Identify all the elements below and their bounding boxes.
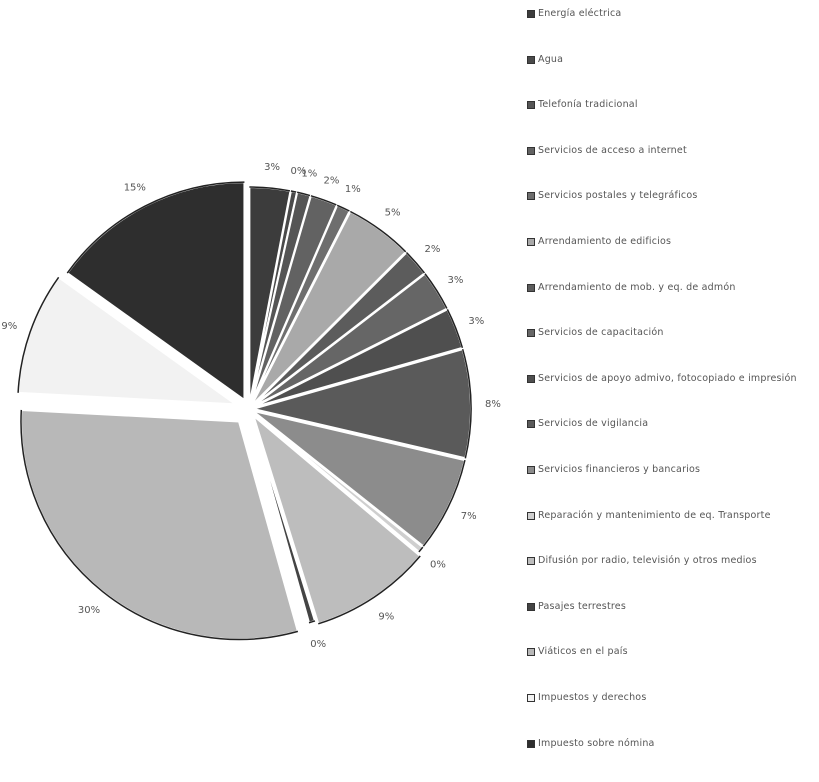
legend-swatch xyxy=(527,602,535,611)
legend-item: Servicios postales y telegráficos xyxy=(527,190,817,202)
legend-swatch xyxy=(527,466,535,474)
pie-slice-outline xyxy=(461,348,472,459)
legend-label: Servicios financieros y bancarios xyxy=(538,464,701,475)
legend-swatch xyxy=(527,146,535,155)
legend-item: Arrendamiento de edificios xyxy=(527,236,817,248)
legend-swatch xyxy=(527,101,535,110)
pie-slice-outline xyxy=(17,276,60,393)
pie-slice xyxy=(20,408,300,641)
legend-item: Energía eléctrica xyxy=(527,8,817,20)
pie-slice-outline xyxy=(20,409,299,641)
pie-percent-label: 8% xyxy=(485,399,501,410)
pie-percent-label: 5% xyxy=(385,208,401,219)
pie-slice-outline xyxy=(318,555,421,625)
legend-item: Telefonía tradicional xyxy=(527,99,817,111)
pie-percent-label: 0% xyxy=(430,559,446,570)
legend-swatch xyxy=(527,557,535,566)
legend-label: Energía eléctrica xyxy=(538,8,622,19)
pie-slice-outline xyxy=(308,620,316,624)
legend-item: Pasajes terrestres xyxy=(527,601,817,613)
legend-label: Reparación y mantenimiento de eq. Transp… xyxy=(538,509,771,521)
pie-percent-label: 9% xyxy=(1,321,17,332)
legend-item: Servicios de acceso a internet xyxy=(527,145,817,157)
pie-percent-label: 30% xyxy=(78,605,100,616)
legend-swatch xyxy=(527,739,535,748)
legend-label: Servicios postales y telegráficos xyxy=(538,190,698,202)
pie-percent-labels: 3% 0%1%2%1%5%2%3%3%8%7%0%9%0%30%9%15% xyxy=(1,162,500,650)
legend-swatch xyxy=(527,329,535,338)
legend-swatch xyxy=(527,238,535,246)
legend-label: Arrendamiento de edificios xyxy=(538,236,672,247)
legend-label: Arrendamiento de mob. y eq. de admón xyxy=(538,281,736,293)
legend-swatch xyxy=(527,511,535,520)
legend-label: Telefonía tradicional xyxy=(538,99,638,111)
legend-swatch xyxy=(527,192,535,201)
legend-label: Servicios de apoyo admivo, fotocopiado e… xyxy=(538,372,797,384)
pie-slice-outline xyxy=(422,459,466,547)
legend-label: Servicios de vigilancia xyxy=(538,418,649,430)
pie-percent-label: 0% xyxy=(290,166,306,177)
pie-slice-outline xyxy=(349,210,407,253)
pie-percent-label: 2% xyxy=(424,244,440,255)
legend-swatch xyxy=(527,420,535,429)
pie-percent-label: 15% xyxy=(124,183,146,194)
pie-slice-outline xyxy=(66,181,245,274)
legend-item: Impuesto sobre nómina xyxy=(527,738,817,750)
pie-percent-label: 9% xyxy=(378,612,394,623)
pie-percent-label: 3% xyxy=(264,162,280,173)
pie-percent-label: 7% xyxy=(461,511,477,522)
legend-swatch xyxy=(527,283,535,292)
legend-label: Pasajes terrestres xyxy=(538,600,626,612)
legend-item: Servicios de apoyo admivo, fotocopiado e… xyxy=(527,373,817,385)
legend-swatch xyxy=(527,55,535,64)
legend-item: Difusión por radio, televisión y otros m… xyxy=(527,555,817,567)
pie-slice-outline xyxy=(446,309,464,349)
pie-percent-label: 0% xyxy=(310,639,326,650)
legend-item: Servicios de capacitación xyxy=(527,327,817,339)
legend-item: Reparación y mantenimiento de eq. Transp… xyxy=(527,510,817,522)
legend-item: Agua xyxy=(527,54,817,66)
legend-swatch xyxy=(527,648,535,657)
legend-item: Servicios financieros y bancarios xyxy=(527,464,817,476)
pie-percent-label: 1% xyxy=(345,184,361,195)
legend-label: Impuestos y derechos xyxy=(538,692,647,703)
legend-label: Agua xyxy=(538,53,564,65)
legend-item: Impuestos y derechos xyxy=(527,692,817,704)
legend-label: Difusión por radio, televisión y otros m… xyxy=(538,555,757,567)
pie-slices xyxy=(17,181,472,641)
pie-percent-label: 3% xyxy=(448,275,464,286)
pie-percent-label: 1% xyxy=(301,169,317,180)
legend-label: Servicios de capacitación xyxy=(538,327,664,339)
legend-label: Impuesto sobre nómina xyxy=(538,737,655,749)
legend-swatch xyxy=(527,10,535,18)
pie-percent-label: 3% xyxy=(468,316,484,327)
legend-label: Viáticos en el país xyxy=(538,646,628,658)
legend-item: Viáticos en el país xyxy=(527,646,817,658)
legend-item: Arrendamiento de mob. y eq. de admón xyxy=(527,282,817,294)
legend-swatch xyxy=(527,694,535,702)
legend-swatch xyxy=(527,374,535,383)
pie-percent-label: 2% xyxy=(324,175,340,186)
pie-slice-outline xyxy=(418,546,424,553)
legend-label: Servicios de acceso a internet xyxy=(538,144,687,156)
legend-item: Servicios de vigilancia xyxy=(527,418,817,430)
